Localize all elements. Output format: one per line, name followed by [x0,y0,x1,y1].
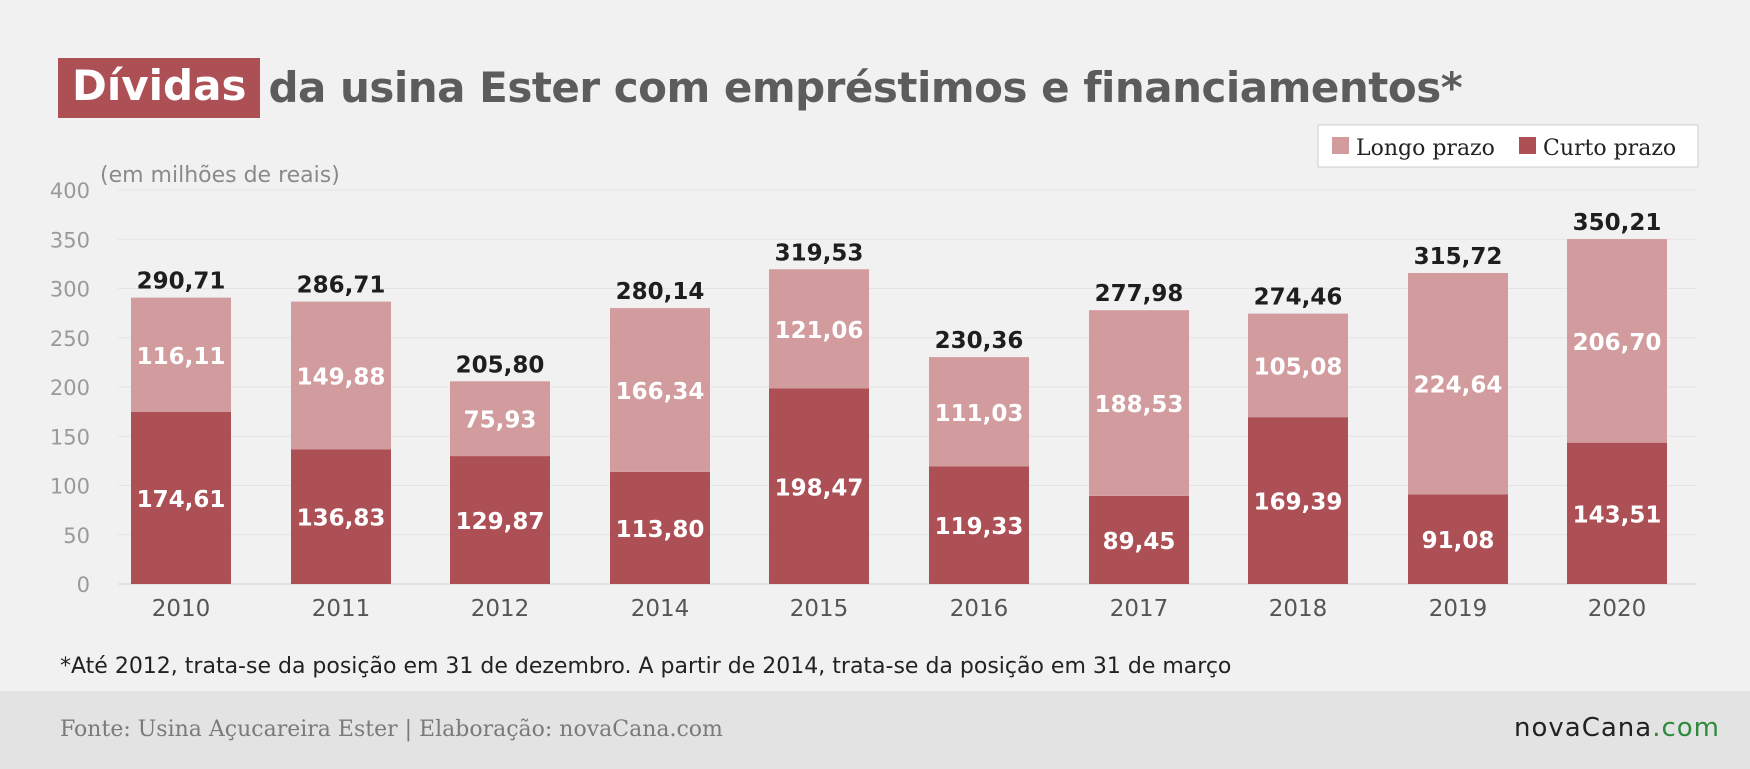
bar-longo [1248,313,1348,418]
x-tick-label: 2017 [1110,596,1169,622]
x-tick-label: 2016 [950,596,1009,622]
x-axis-ticks: 2010 2011 2012 2014 2015 2016 2017 2018 2019 2020 [152,596,1647,622]
data-label-longo: 206,70 [1573,330,1662,356]
x-tick-label: 2019 [1429,596,1488,622]
data-label-longo: 188,53 [1095,392,1184,418]
title-highlight: Dívidas [58,58,261,118]
data-label-curto: 89,45 [1103,529,1176,555]
data-label-longo: 111,03 [935,401,1024,427]
bar-longo [291,301,391,450]
y-tick-label: 400 [50,179,90,203]
y-tick-label: 300 [50,278,90,302]
bar-curto [450,456,550,584]
bar-curto [1248,417,1348,584]
data-label-curto: 129,87 [456,509,545,535]
data-label-curto: 113,80 [616,517,705,543]
total-label: 277,98 [1095,281,1184,307]
bar-curto [610,471,710,584]
x-tick-label: 2010 [152,596,211,622]
title-rest: da usina Ester com empréstimos e financi… [268,63,1463,112]
legend-label-longo: Longo prazo [1356,136,1495,161]
y-tick-label: 150 [50,425,90,449]
stacked-bar-chart: 0 50 100 150 200 250 300 350 400 (em milhões de … [50,124,1699,622]
legend-label-curto: Curto prazo [1543,136,1676,161]
bar-curto [929,466,1029,584]
bar-curto [1567,442,1667,584]
bar-longo [1567,239,1667,443]
bar-curto [291,449,391,584]
brand-logo: novaCana.com [1514,713,1720,743]
bar-curto [769,388,869,584]
total-label: 274,46 [1254,285,1343,311]
data-label-curto: 119,33 [935,514,1024,540]
legend-box [1317,124,1699,168]
unit-label: (em milhões de reais) [100,163,340,188]
total-label: 205,80 [456,352,545,378]
bar-curto [131,412,231,584]
y-tick-label: 0 [77,573,90,597]
x-tick-label: 2011 [312,596,371,622]
footer: Fonte: Usina Açucareira Ester | Elaboraç… [0,691,1750,769]
bar-longo [929,357,1029,467]
total-label: 315,72 [1414,244,1503,270]
data-label-curto: 169,39 [1254,490,1343,516]
bar-curto [1408,494,1508,584]
data-label-longo: 121,06 [775,318,864,344]
source-credit: Fonte: Usina Açucareira Ester | Elaboraç… [60,717,723,742]
bars: 174,61 116,11 290,71 136,83 149,88 286,71 129,… [131,210,1667,584]
total-label: 286,71 [297,273,386,299]
data-label-longo: 75,93 [464,408,537,434]
brand-tld: .com [1652,713,1720,743]
data-label-longo: 224,64 [1414,373,1503,399]
legend-swatch-curto [1519,137,1536,154]
x-tick-label: 2018 [1269,596,1328,622]
data-label-longo: 166,34 [616,379,705,405]
bar-longo [450,381,550,457]
bar-longo [1408,273,1508,495]
total-label: 230,36 [935,328,1024,354]
y-tick-label: 50 [63,524,90,548]
y-axis-ticks: 0 50 100 150 200 250 300 350 400 [50,179,90,597]
total-label: 350,21 [1573,210,1662,236]
legend-swatch-longo [1332,137,1349,154]
data-label-longo: 105,08 [1254,354,1343,380]
total-label: 319,53 [775,240,864,266]
legend: Longo prazo Curto prazo [1317,124,1699,168]
data-label-curto: 91,08 [1422,528,1495,554]
bar-longo [1089,310,1189,496]
total-label: 290,71 [137,269,226,295]
brand-main: novaCana [1514,713,1653,743]
x-tick-label: 2015 [790,596,849,622]
bar-longo [769,269,869,389]
y-tick-label: 200 [50,376,90,400]
bar-curto [1089,495,1189,584]
x-tick-label: 2020 [1588,596,1647,622]
chart-title: Dívidas da usina Ester com empréstimos e… [58,58,1463,118]
data-label-curto: 136,83 [297,506,386,532]
bar-longo [610,308,710,472]
data-label-longo: 149,88 [297,364,386,390]
bar-longo [131,297,231,413]
footnote: *Até 2012, trata-se da posição em 31 de … [60,654,1232,679]
x-tick-label: 2014 [631,596,690,622]
data-label-longo: 116,11 [137,344,226,370]
total-label: 280,14 [616,279,705,305]
x-tick-label: 2012 [471,596,530,622]
data-label-curto: 198,47 [775,475,864,501]
y-tick-label: 350 [50,228,90,252]
y-tick-label: 250 [50,327,90,351]
y-tick-label: 100 [50,475,90,499]
data-label-curto: 143,51 [1573,502,1662,528]
data-label-curto: 174,61 [137,487,226,513]
